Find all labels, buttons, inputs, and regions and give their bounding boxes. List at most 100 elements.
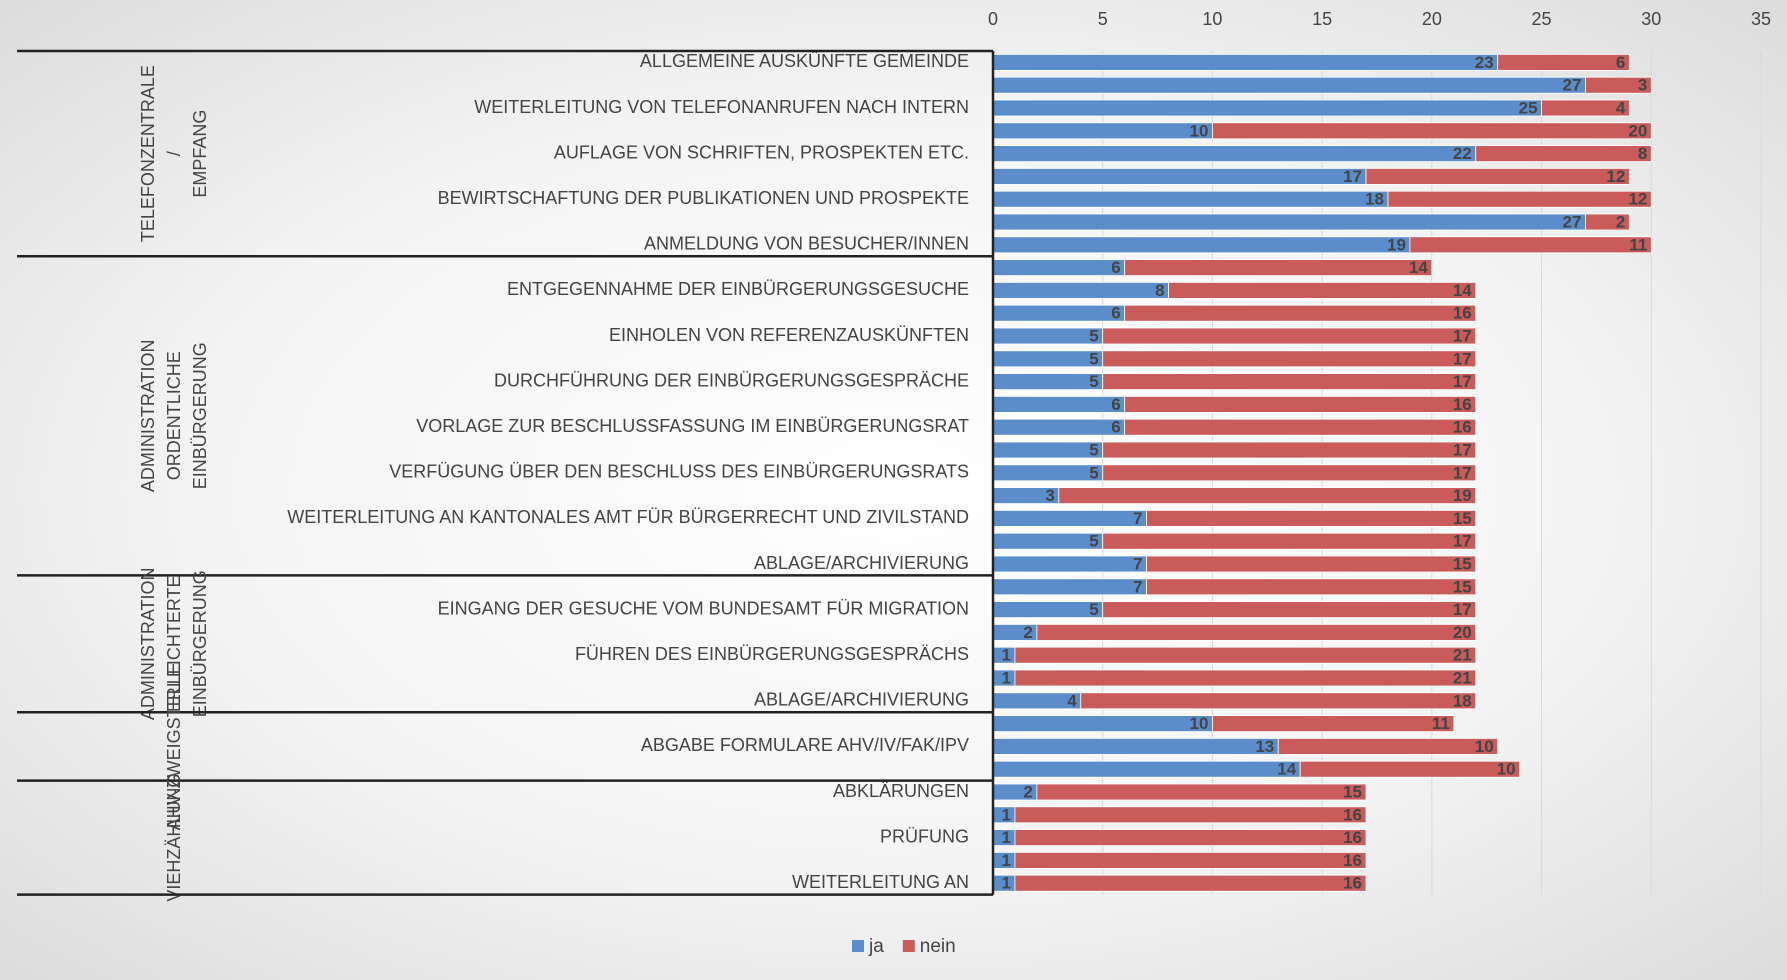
bar-segment	[1124, 304, 1477, 322]
data-label: 10	[1475, 737, 1494, 756]
data-label: 7	[1133, 509, 1142, 528]
bar-segment	[1102, 350, 1477, 368]
bar-segment	[1146, 578, 1477, 596]
x-tick-label: 0	[988, 9, 998, 29]
bar-segment	[1585, 213, 1630, 231]
bar-segment	[1212, 715, 1455, 732]
bar-segment	[992, 54, 1499, 71]
bar-segment	[1014, 852, 1367, 869]
data-label: 17	[1453, 440, 1472, 459]
data-label: 27	[1563, 76, 1582, 95]
data-label: 15	[1453, 577, 1472, 596]
group-label: ADMINISTRATION ERLEICHTERTE EINBÜRGERUNG	[138, 567, 210, 720]
bar-segment	[992, 441, 1104, 459]
group-label-line: ORDENTLICHE	[164, 351, 184, 480]
data-label: 16	[1453, 418, 1472, 437]
bar-segment	[992, 509, 1148, 527]
bar-segment	[1124, 259, 1433, 277]
legend-label: ja	[868, 936, 884, 957]
bar-segment	[1124, 395, 1477, 413]
bar-segment	[1014, 646, 1477, 664]
data-label: 19	[1387, 235, 1406, 254]
category-label: ANMELDUNG VON BESUCHER/INNEN	[644, 234, 969, 254]
bar-segment	[1168, 281, 1477, 299]
bar-segment	[1146, 509, 1477, 527]
data-label: 10	[1497, 760, 1516, 779]
data-label: 16	[1343, 851, 1362, 870]
data-label: 12	[1606, 167, 1625, 186]
data-label: 17	[1453, 600, 1472, 619]
bar-segment	[1102, 464, 1477, 482]
category-label: WEITERLEITUNG AN KANTONALES AMT FÜR BÜRG…	[287, 507, 969, 527]
data-label: 15	[1343, 782, 1362, 801]
data-label: 10	[1190, 121, 1209, 140]
data-label: 23	[1475, 53, 1494, 72]
data-label: 6	[1111, 395, 1120, 414]
bar-segment	[992, 76, 1586, 94]
data-label: 16	[1343, 828, 1362, 847]
group-label-line: EINBÜRGERUNG	[190, 570, 210, 717]
data-label: 17	[1343, 167, 1362, 186]
bar-segment	[992, 213, 1586, 231]
bar-segment	[1080, 692, 1477, 710]
bar-segment	[992, 555, 1148, 573]
data-label: 5	[1089, 326, 1098, 345]
data-label: 18	[1365, 190, 1384, 209]
data-label: 15	[1453, 509, 1472, 528]
group-label-line: ADMINISTRATION	[138, 339, 158, 492]
group-label: TELEFONZENTRALE / EMPFANG	[138, 65, 210, 242]
data-label: 19	[1453, 486, 1472, 505]
group-label-line: VIEHZÄHLUNG	[164, 774, 184, 902]
data-label: 17	[1453, 463, 1472, 482]
bar-segment	[1497, 54, 1630, 71]
bar-segment	[992, 760, 1301, 778]
bar-segment	[992, 418, 1126, 436]
category-label: VORLAGE ZUR BESCHLUSSFASSUNG IM EINBÜRGE…	[416, 416, 969, 436]
bar-segment	[1365, 167, 1630, 185]
group-label-line: EMPFANG	[190, 110, 210, 198]
data-label: 1	[1001, 828, 1010, 847]
bar-segment	[1212, 122, 1652, 140]
group-label-line: EINBÜRGERUNG	[190, 342, 210, 489]
bar-segment	[992, 281, 1169, 299]
category-label: PRÜFUNG	[880, 826, 969, 846]
data-label: 3	[1045, 486, 1054, 505]
category-label: WEITERLEITUNG AN	[792, 872, 969, 892]
group-label-line: TELEFONZENTRALE	[138, 65, 158, 242]
data-label: 12	[1628, 190, 1647, 209]
data-label: 5	[1089, 349, 1098, 368]
x-tick-label: 30	[1641, 9, 1661, 29]
bar-segment	[992, 190, 1389, 208]
bar-segment	[992, 350, 1104, 368]
category-label: AUFLAGE VON SCHRIFTEN, PROSPEKTEN ETC.	[554, 142, 969, 162]
data-label: 6	[1111, 418, 1120, 437]
data-label: 5	[1089, 440, 1098, 459]
category-label: ABLAGE/ARCHIVIERUNG	[754, 553, 969, 573]
category-label: EINGANG DER GESUCHE VOM BUNDESAMT FÜR MI…	[438, 598, 969, 618]
data-label: 5	[1089, 463, 1098, 482]
data-label: 4	[1616, 98, 1626, 117]
data-label: 2	[1023, 782, 1032, 801]
bar-segment	[992, 738, 1279, 755]
data-label: 2	[1616, 212, 1625, 231]
data-label: 17	[1453, 532, 1472, 551]
bar-segment	[1387, 190, 1652, 208]
x-tick-label: 20	[1422, 9, 1442, 29]
data-label: 6	[1616, 53, 1625, 72]
bar-segment	[992, 304, 1126, 322]
x-tick-label: 25	[1532, 9, 1552, 29]
group-label: AHV-ZWEIGSTELLE	[164, 662, 184, 830]
data-label: 2	[1023, 623, 1032, 642]
data-label: 6	[1111, 304, 1120, 323]
bar-segment	[992, 715, 1213, 732]
bar-segment	[1036, 783, 1367, 801]
bar-segment	[1102, 373, 1477, 391]
category-label: ABGABE FORMULARE AHV/IV/FAK/IPV	[641, 735, 969, 755]
data-label: 1	[1001, 874, 1010, 893]
bar-segment	[992, 99, 1542, 117]
data-label: 17	[1453, 349, 1472, 368]
data-label: 22	[1453, 144, 1472, 163]
bar-segment	[1277, 738, 1499, 755]
bar-segment	[992, 145, 1477, 163]
data-label: 16	[1343, 874, 1362, 893]
